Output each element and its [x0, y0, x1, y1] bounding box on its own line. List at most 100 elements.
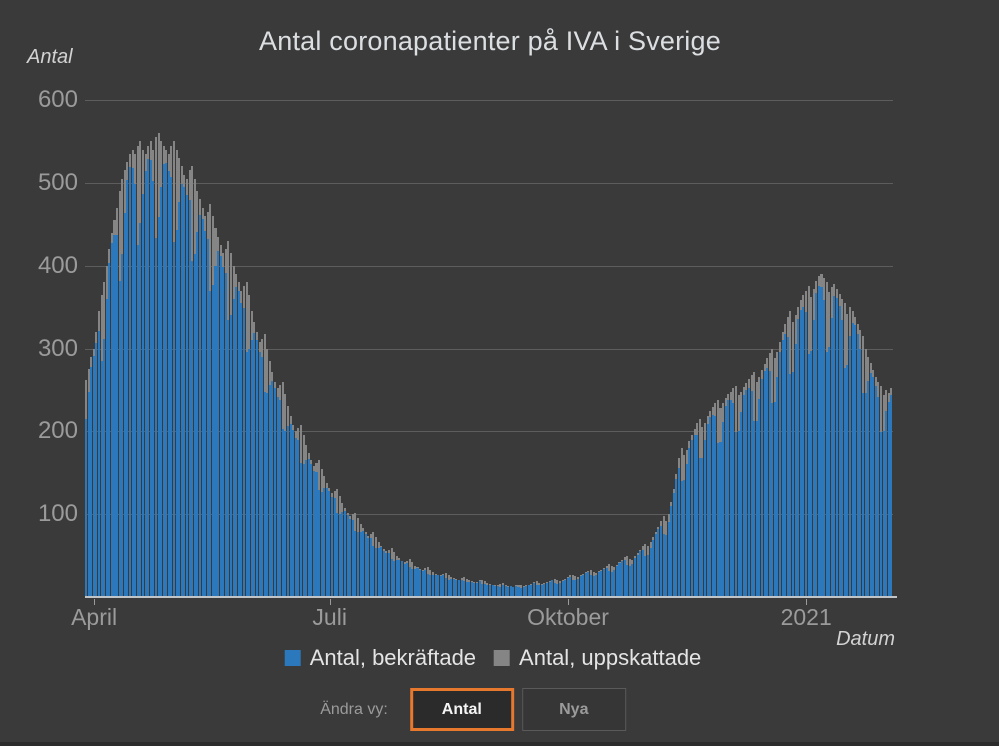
bar[interactable]: [817, 275, 820, 597]
bar[interactable]: [846, 313, 849, 597]
bar[interactable]: [450, 577, 453, 597]
bar[interactable]: [253, 322, 256, 597]
bar[interactable]: [183, 174, 186, 597]
bar[interactable]: [577, 577, 580, 597]
bar[interactable]: [564, 578, 567, 597]
bar[interactable]: [781, 331, 784, 597]
bar[interactable]: [543, 582, 546, 597]
bar[interactable]: [729, 391, 732, 597]
bar[interactable]: [206, 211, 209, 597]
bars-container[interactable]: [85, 100, 893, 597]
bar[interactable]: [211, 215, 214, 597]
bar[interactable]: [548, 581, 551, 597]
bar[interactable]: [815, 280, 818, 597]
bar[interactable]: [773, 358, 776, 597]
bar[interactable]: [437, 574, 440, 597]
bar[interactable]: [887, 393, 890, 597]
bar[interactable]: [419, 568, 422, 597]
bar[interactable]: [522, 586, 525, 597]
bar[interactable]: [95, 331, 98, 597]
bar[interactable]: [571, 574, 574, 597]
bar[interactable]: [380, 545, 383, 597]
bar[interactable]: [87, 369, 90, 597]
bar[interactable]: [602, 568, 605, 597]
bar[interactable]: [874, 376, 877, 597]
bar[interactable]: [854, 317, 857, 597]
bar[interactable]: [416, 567, 419, 597]
bar[interactable]: [369, 534, 372, 597]
bar[interactable]: [457, 579, 460, 597]
bar[interactable]: [463, 577, 466, 597]
bar[interactable]: [310, 459, 313, 597]
bar[interactable]: [100, 294, 103, 597]
bar[interactable]: [97, 311, 100, 597]
bar[interactable]: [113, 220, 116, 597]
bar[interactable]: [90, 356, 93, 597]
legend-item-bekraftade[interactable]: Antal, bekräftade: [284, 645, 476, 671]
bar[interactable]: [123, 170, 126, 597]
bar[interactable]: [167, 153, 170, 597]
bar[interactable]: [514, 585, 517, 597]
bar[interactable]: [180, 166, 183, 597]
bar[interactable]: [735, 385, 738, 597]
bar[interactable]: [833, 283, 836, 597]
bar[interactable]: [711, 407, 714, 597]
bar[interactable]: [587, 570, 590, 597]
bar[interactable]: [504, 584, 507, 597]
bar[interactable]: [882, 394, 885, 597]
bar[interactable]: [175, 149, 178, 597]
bar[interactable]: [356, 518, 359, 597]
bar[interactable]: [786, 317, 789, 597]
bar[interactable]: [618, 562, 621, 597]
bar[interactable]: [631, 559, 634, 597]
bar[interactable]: [784, 323, 787, 597]
bar[interactable]: [375, 537, 378, 597]
bar[interactable]: [250, 311, 253, 597]
bar[interactable]: [214, 228, 217, 597]
bar[interactable]: [520, 585, 523, 597]
bar[interactable]: [789, 311, 792, 597]
bar[interactable]: [377, 542, 380, 597]
bar[interactable]: [491, 584, 494, 597]
bar[interactable]: [590, 569, 593, 597]
bar[interactable]: [859, 330, 862, 597]
bar[interactable]: [535, 581, 538, 597]
bar[interactable]: [662, 515, 665, 597]
bar[interactable]: [540, 583, 543, 597]
bar[interactable]: [804, 290, 807, 597]
bar[interactable]: [683, 454, 686, 597]
bar[interactable]: [235, 273, 238, 597]
bar[interactable]: [426, 567, 429, 597]
bar[interactable]: [644, 544, 647, 597]
bar[interactable]: [110, 232, 113, 597]
bar[interactable]: [255, 331, 258, 597]
bar[interactable]: [533, 582, 536, 597]
bar[interactable]: [693, 428, 696, 597]
bar[interactable]: [186, 178, 189, 597]
bar[interactable]: [584, 572, 587, 597]
bar[interactable]: [284, 394, 287, 597]
bar[interactable]: [659, 520, 662, 597]
bar[interactable]: [341, 502, 344, 597]
bar[interactable]: [890, 388, 893, 597]
bar[interactable]: [771, 348, 774, 597]
bar[interactable]: [432, 572, 435, 597]
bar[interactable]: [222, 253, 225, 597]
bar[interactable]: [680, 447, 683, 597]
bar[interactable]: [144, 153, 147, 597]
bar[interactable]: [706, 416, 709, 597]
bar[interactable]: [727, 394, 730, 597]
bar[interactable]: [85, 379, 88, 597]
bar[interactable]: [323, 476, 326, 597]
bar[interactable]: [753, 371, 756, 597]
bar[interactable]: [312, 466, 315, 597]
bar[interactable]: [362, 528, 365, 597]
bar[interactable]: [797, 307, 800, 597]
bar[interactable]: [864, 348, 867, 597]
bar[interactable]: [716, 399, 719, 597]
bar[interactable]: [657, 526, 660, 597]
bar[interactable]: [703, 423, 706, 597]
bar[interactable]: [294, 431, 297, 597]
bar[interactable]: [121, 178, 124, 597]
bar[interactable]: [434, 573, 437, 597]
